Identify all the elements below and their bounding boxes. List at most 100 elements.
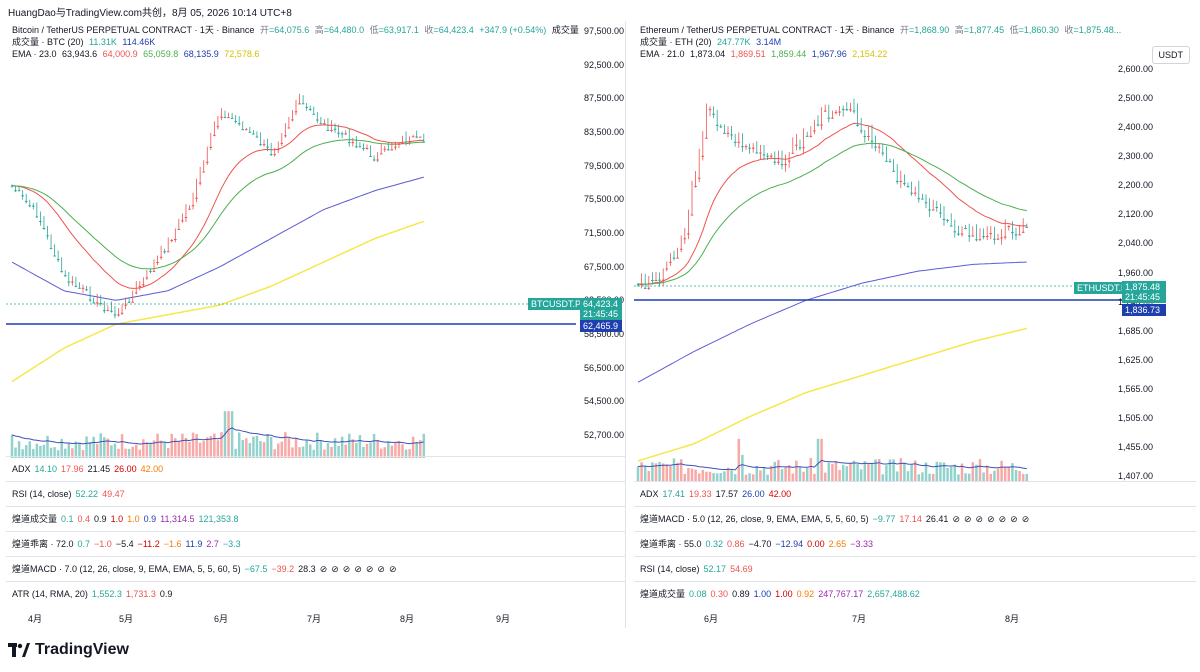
- candle-body: [191, 205, 195, 207]
- candle-body: [679, 248, 683, 250]
- volume-bar: [362, 446, 365, 458]
- candle-body: [856, 124, 859, 126]
- price-tick-label: 54,500.00: [584, 396, 625, 407]
- volume-bar: [351, 439, 355, 458]
- indicator-value: 0.92: [796, 589, 815, 599]
- hidden-value-icon: ⊘: [388, 564, 397, 574]
- candle-body: [53, 255, 56, 257]
- indicator-row[interactable]: 煌道MACD · 7.0 (12, 26, close, 9, EMA, EMA…: [6, 556, 625, 581]
- candle-body: [694, 185, 697, 187]
- volume-bar: [42, 444, 46, 458]
- candle-body: [177, 228, 181, 230]
- candle-body: [145, 277, 149, 279]
- eth-price-chart[interactable]: [634, 22, 1196, 482]
- indicator-row[interactable]: 煌道MACD · 5.0 (12, 26, close, 9, EMA, EMA…: [634, 506, 1196, 531]
- volume-bar: [85, 436, 88, 458]
- volume-bar: [269, 437, 273, 458]
- eth-chart-panel[interactable]: Ethereum / TetherUS PERPETUAL CONTRACT ·…: [634, 22, 1196, 628]
- candle-body: [277, 149, 280, 151]
- price-tick-label: 1,960.00: [1118, 267, 1154, 278]
- volume-bar: [975, 464, 978, 482]
- volume-bar: [949, 466, 953, 482]
- hidden-value-icon: ⊘: [342, 564, 351, 574]
- time-tick-label: 9月: [496, 614, 511, 624]
- volume-bar: [701, 469, 705, 482]
- candle-body: [255, 136, 259, 138]
- volume-bar: [206, 437, 209, 458]
- volume-bar: [859, 469, 863, 482]
- volume-bar: [874, 459, 877, 482]
- volume-bar: [906, 471, 910, 482]
- volume-bar: [344, 444, 347, 458]
- indicator-value: 26.00: [114, 464, 137, 474]
- candle-body: [967, 235, 971, 237]
- volume-bar: [32, 449, 35, 458]
- volume-bar: [291, 447, 294, 458]
- volume-bar: [719, 473, 723, 482]
- volume-bar: [769, 465, 773, 482]
- volume-bar: [60, 438, 63, 458]
- candle-body: [14, 190, 17, 192]
- indicator-row[interactable]: 煌道成交量 0.1 0.4 0.9 1.0 1.0 0.9 11,314.5 121,353.8: [6, 506, 625, 531]
- indicator-row[interactable]: 煌道乖离 · 72.0 0.7 −1.0 −5.4 −11.2 −1.6 11.9 2.7 −3…: [6, 531, 625, 556]
- volume-bar: [982, 472, 985, 482]
- tradingview-brand[interactable]: TradingView: [8, 641, 129, 659]
- btc-price-chart[interactable]: [6, 22, 626, 462]
- indicator-name: RSI (14, close): [12, 489, 72, 499]
- candle-body: [805, 135, 809, 137]
- indicator-row[interactable]: 煌道乖离 · 55.0 0.32 0.86 −4.70 −12.94 0.00 2.65 −3…: [634, 531, 1196, 556]
- volume-bar: [277, 443, 280, 458]
- volume-bar: [99, 433, 102, 458]
- volume-bar: [1000, 460, 1003, 482]
- volume-bar: [95, 444, 99, 458]
- price-tick-label: 2,040.00: [1118, 238, 1154, 249]
- candle-body: [387, 149, 390, 151]
- candle-body: [759, 152, 762, 154]
- indicator-row[interactable]: ADX 14.10 17.96 21.45 26.00 42.00: [6, 456, 625, 481]
- candle-body: [921, 198, 924, 200]
- indicator-row[interactable]: 煌道成交量 0.08 0.30 0.89 1.00 1.00 0.92 247,767.17 2…: [634, 581, 1196, 606]
- indicator-value: −12.94: [775, 539, 804, 549]
- candle-body: [957, 233, 960, 235]
- candle-body: [978, 239, 982, 241]
- indicator-row[interactable]: ADX 17.41 19.33 17.57 26.00 42.00: [634, 481, 1196, 506]
- indicator-name: ADX: [12, 464, 31, 474]
- candle-body: [127, 301, 131, 303]
- indicator-row[interactable]: RSI (14, close) 52.22 49.47: [6, 481, 625, 506]
- candle-body: [910, 192, 913, 194]
- ema-line-4: [11, 220, 425, 383]
- candle-body: [298, 103, 301, 105]
- candle-body: [284, 135, 287, 137]
- candle-body: [301, 103, 305, 105]
- volume-bar: [705, 471, 708, 482]
- volume-bar: [355, 443, 358, 458]
- indicator-row[interactable]: RSI (14, close) 52.17 54.69: [634, 556, 1196, 581]
- indicator-row[interactable]: ATR (14, RMA, 20) 1,552.3 1,731.3 0.9: [6, 581, 625, 606]
- volume-bar: [885, 465, 888, 482]
- volume-bar: [10, 434, 14, 458]
- candle-body: [784, 164, 787, 166]
- volume-bar: [942, 462, 946, 482]
- indicator-value: 0.08: [689, 589, 707, 599]
- candle-body: [935, 206, 939, 208]
- candle-body: [762, 154, 766, 156]
- candle-body: [975, 239, 978, 241]
- volume-bar: [712, 473, 715, 482]
- candle-body: [892, 170, 895, 172]
- candle-body: [960, 233, 964, 235]
- volume-bar: [838, 469, 841, 482]
- candle-body: [103, 310, 106, 312]
- volume-bar: [978, 459, 982, 482]
- candle-body: [397, 143, 401, 145]
- volume-bar: [849, 463, 852, 482]
- price-tick-label: 2,500.00: [1118, 93, 1154, 104]
- candle-body: [223, 117, 227, 119]
- volume-bar: [888, 459, 892, 482]
- btc-chart-panel[interactable]: Bitcoin / TetherUS PERPETUAL CONTRACT · …: [6, 22, 626, 628]
- currency-selector[interactable]: USDT: [1151, 46, 1190, 64]
- volume-ma-line: [11, 427, 424, 445]
- candle-body: [67, 281, 71, 283]
- candle-body: [942, 219, 946, 221]
- candle-body: [845, 109, 849, 111]
- volume-bar: [74, 441, 78, 458]
